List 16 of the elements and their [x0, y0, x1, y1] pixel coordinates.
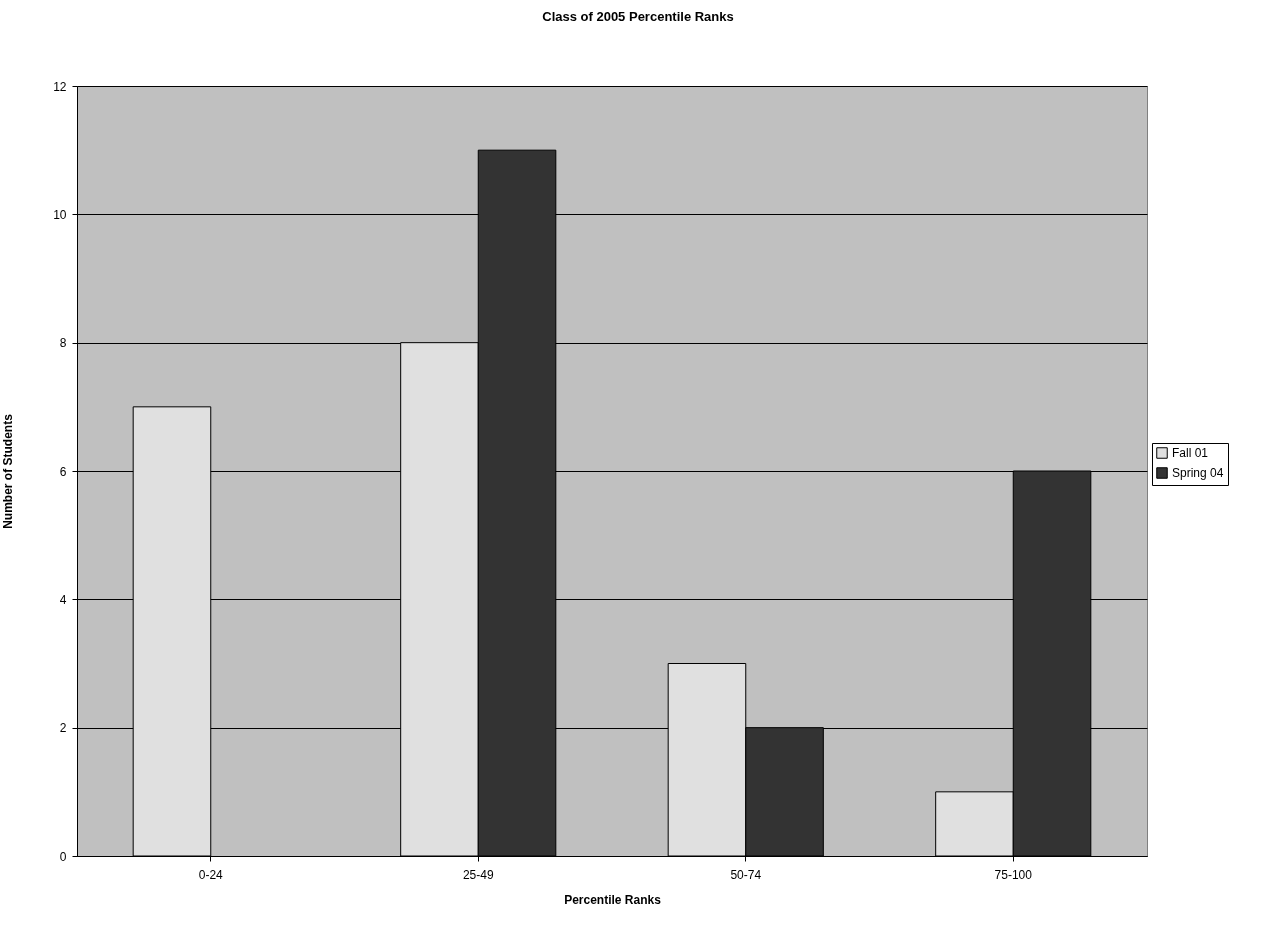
y-tick-label: 6 [59, 464, 67, 479]
y-tick-label: 0 [59, 849, 67, 864]
x-axis-title: Percentile Ranks [564, 892, 662, 907]
x-tick-label: 0-24 [198, 867, 224, 882]
y-tick-label: 10 [53, 207, 67, 222]
legend-label: Spring 04 [1172, 466, 1224, 480]
y-tick-label: 2 [59, 721, 67, 736]
x-tick-label: 25-49 [462, 867, 494, 882]
legend-label: Fall 01 [1172, 446, 1209, 460]
x-tick-label: 50-74 [730, 867, 762, 882]
y-axis-title: Number of Students [1, 413, 16, 529]
x-tick-label: 75-100 [994, 867, 1033, 882]
y-tick-label: 12 [53, 79, 67, 94]
chart-title: Class of 2005 Percentile Ranks [542, 9, 734, 24]
y-tick-label: 4 [59, 592, 67, 607]
y-tick-label: 8 [59, 336, 67, 351]
